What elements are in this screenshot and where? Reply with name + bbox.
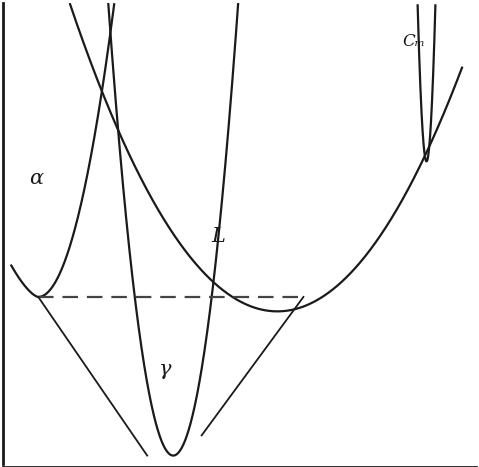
Text: L: L bbox=[211, 227, 225, 246]
Text: γ: γ bbox=[159, 360, 171, 379]
Text: Cₘ: Cₘ bbox=[403, 33, 426, 50]
Text: α: α bbox=[29, 170, 43, 189]
